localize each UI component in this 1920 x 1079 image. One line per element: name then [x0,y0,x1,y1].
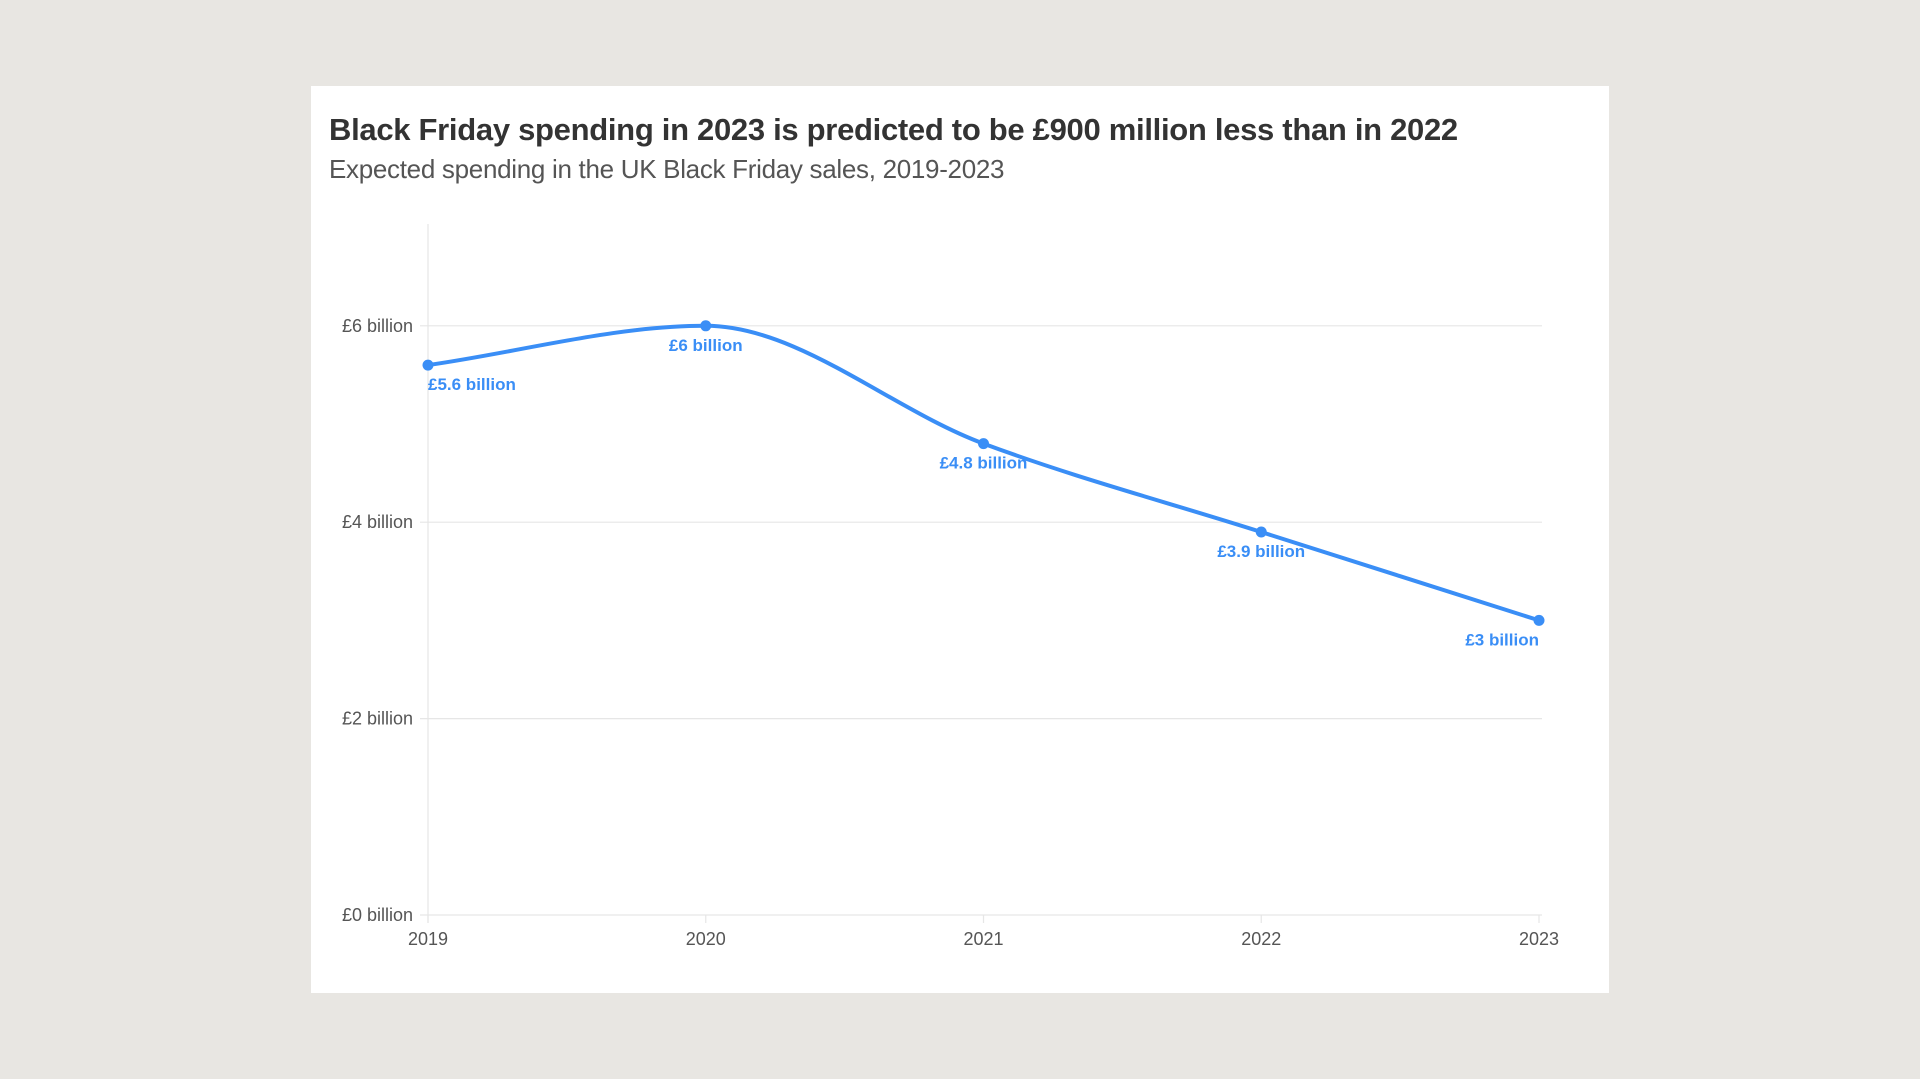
data-point-2021 [978,438,989,450]
chart-subtitle: Expected spending in the UK Black Friday… [329,154,1005,184]
data-label-2023: £3 billion [1465,630,1539,649]
x-axis [427,224,1540,923]
chart-title: Black Friday spending in 2023 is predict… [329,112,1458,147]
data-label-2019: £5.6 billion [428,375,516,394]
y-tick-label: £4 billion [342,512,413,532]
x-tick-label: 2019 [408,929,448,949]
y-tick-label: £6 billion [342,316,413,336]
x-tick-labels: 2019 2020 2021 2022 2023 [408,929,1559,949]
x-tick-label: 2023 [1519,929,1559,949]
x-tick-label: 2021 [963,929,1003,949]
data-points [422,320,1545,626]
data-point-2019 [422,359,434,371]
data-label-2020: £6 billion [669,336,743,355]
x-tick-label: 2020 [686,929,726,949]
series-line-expected-spending [426,323,1541,623]
x-tick-label: 2022 [1241,929,1281,949]
data-point-2022 [1255,526,1267,538]
data-labels: £5.6 billion £6 billion £4.8 billion £3.9 b… [428,336,1539,650]
data-label-2021: £4.8 billion [940,454,1028,473]
y-tick-label: £0 billion [342,905,413,925]
chart-card: Black Friday spending in 2023 is predict… [311,86,1609,993]
data-point-2020 [700,320,712,332]
y-gridlines [420,325,1542,916]
y-tick-labels: £0 billion £2 billion £4 billion £6 billion [342,316,413,925]
y-tick-label: £2 billion [342,709,413,729]
data-label-2022: £3.9 billion [1217,542,1305,561]
line-chart: £0 billion £2 billion £4 billion £6 billion… [342,224,1559,949]
data-point-2023 [1533,614,1545,626]
